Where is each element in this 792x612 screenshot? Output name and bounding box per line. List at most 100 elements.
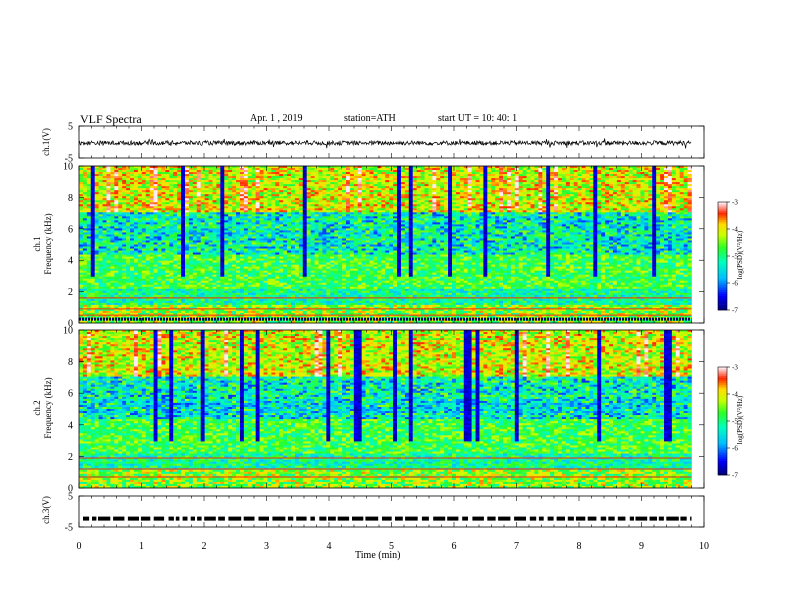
spectrogram-cell [79, 305, 83, 307]
spectrogram-cell [209, 194, 213, 196]
spectrogram-cell [138, 208, 142, 210]
spectrogram-cell [185, 285, 189, 287]
spectrogram-cell [307, 273, 311, 275]
spectrogram-cell [114, 279, 118, 281]
spectrogram-cell [142, 293, 146, 295]
spectrogram-cell [142, 259, 146, 261]
spectrogram-cell [322, 224, 326, 226]
spectrogram-cell [126, 194, 130, 196]
spectrogram-cell [193, 273, 197, 275]
spectrogram-cell [150, 311, 154, 313]
spectrogram-cell [275, 281, 279, 283]
spectrogram-cell [142, 271, 146, 273]
spectrogram-cell [220, 236, 224, 238]
spectrogram-cell [130, 174, 134, 176]
spectrogram-cell [126, 311, 130, 313]
spectrogram-cell [260, 222, 264, 224]
spectrogram-cell [236, 301, 240, 303]
spectrogram-cell [91, 249, 95, 251]
spectrogram-cell [287, 228, 291, 230]
spectrogram-cell [165, 295, 169, 297]
spectrogram-cell [181, 178, 185, 180]
spectrogram-cell [295, 200, 299, 202]
spectrogram-cell [189, 265, 193, 267]
spectrogram-cell [91, 186, 95, 188]
spectrogram-cell [295, 224, 299, 226]
spectrogram-cell [177, 192, 181, 194]
spectrogram-cell [319, 285, 323, 287]
spectrogram-cell [193, 194, 197, 196]
spectrogram-cell [311, 178, 315, 180]
spectrogram-cell [271, 267, 275, 269]
spectrogram-cell [240, 202, 244, 204]
spectrogram-cell [315, 275, 319, 277]
spectrogram-cell [267, 202, 271, 204]
spectrogram-cell [103, 226, 107, 228]
spectrogram-cell [291, 198, 295, 200]
spectrogram-cell [240, 257, 244, 259]
spectrogram-cell [279, 257, 283, 259]
spectrogram-cell [181, 192, 185, 194]
spectrogram-cell [232, 228, 236, 230]
spectrogram-cell [103, 228, 107, 230]
spectrogram-cell [299, 226, 303, 228]
spectrogram-cell [110, 170, 114, 172]
spectrogram-cell [283, 281, 287, 283]
spectrogram-cell [319, 275, 323, 277]
spectrogram-cell [299, 196, 303, 198]
spectrogram-cell [212, 208, 216, 210]
spectrogram-cell [303, 234, 307, 236]
spectrogram-cell [209, 168, 213, 170]
spectrogram-cell [87, 224, 91, 226]
spectrogram-cell [126, 180, 130, 182]
spectrogram-cell [99, 255, 103, 257]
spectrogram-cell [299, 293, 303, 295]
spectrogram-cell [244, 214, 248, 216]
spectrogram-cell [189, 176, 193, 178]
spectrogram-cell [248, 236, 252, 238]
spectrogram-cell [271, 182, 275, 184]
spectrogram-cell [134, 255, 138, 257]
spectrogram-cell [134, 287, 138, 289]
spectrogram-cell [299, 291, 303, 293]
spectrogram-cell [205, 277, 209, 279]
spectrogram-cell [146, 178, 150, 180]
spectrogram-cell [275, 275, 279, 277]
spectrogram-cell [99, 273, 103, 275]
spectrogram-cell [240, 245, 244, 247]
spectrogram-cell [228, 251, 232, 253]
spectrogram-cell [220, 196, 224, 198]
spectrogram-cell [271, 184, 275, 186]
spectrogram-cell [216, 214, 220, 216]
spectrogram-cell [185, 196, 189, 198]
spectrogram-cell [315, 263, 319, 265]
spectrogram-cell [193, 230, 197, 232]
spectrogram-cell [110, 299, 114, 301]
spectrogram-cell [330, 172, 334, 174]
spectrogram-cell [146, 234, 150, 236]
spectrogram-cell [118, 214, 122, 216]
spectrogram-cell [315, 289, 319, 291]
spectrogram-cell [260, 206, 264, 208]
spectrogram-cell [232, 295, 236, 297]
spectrogram-cell [134, 184, 138, 186]
spectrogram-cell [275, 305, 279, 307]
spectrogram-cell [138, 283, 142, 285]
spectrogram-cell [150, 218, 154, 220]
spectrogram-cell [106, 234, 110, 236]
spectrogram-cell [252, 188, 256, 190]
spectrogram-cell [295, 176, 299, 178]
spectrogram-cell [271, 196, 275, 198]
spectrogram-cell [330, 176, 334, 178]
spectrogram-cell [193, 311, 197, 313]
spectrogram-cell [118, 253, 122, 255]
spectrogram-cell [216, 170, 220, 172]
spectrogram-cell [165, 220, 169, 222]
spectrogram-cell [216, 198, 220, 200]
spectrogram-cell [197, 230, 201, 232]
spectrogram-cell [87, 210, 91, 212]
spectrogram-cell [126, 224, 130, 226]
spectrogram-cell [134, 289, 138, 291]
spectrogram-cell [291, 271, 295, 273]
spectrogram-cell [106, 255, 110, 257]
